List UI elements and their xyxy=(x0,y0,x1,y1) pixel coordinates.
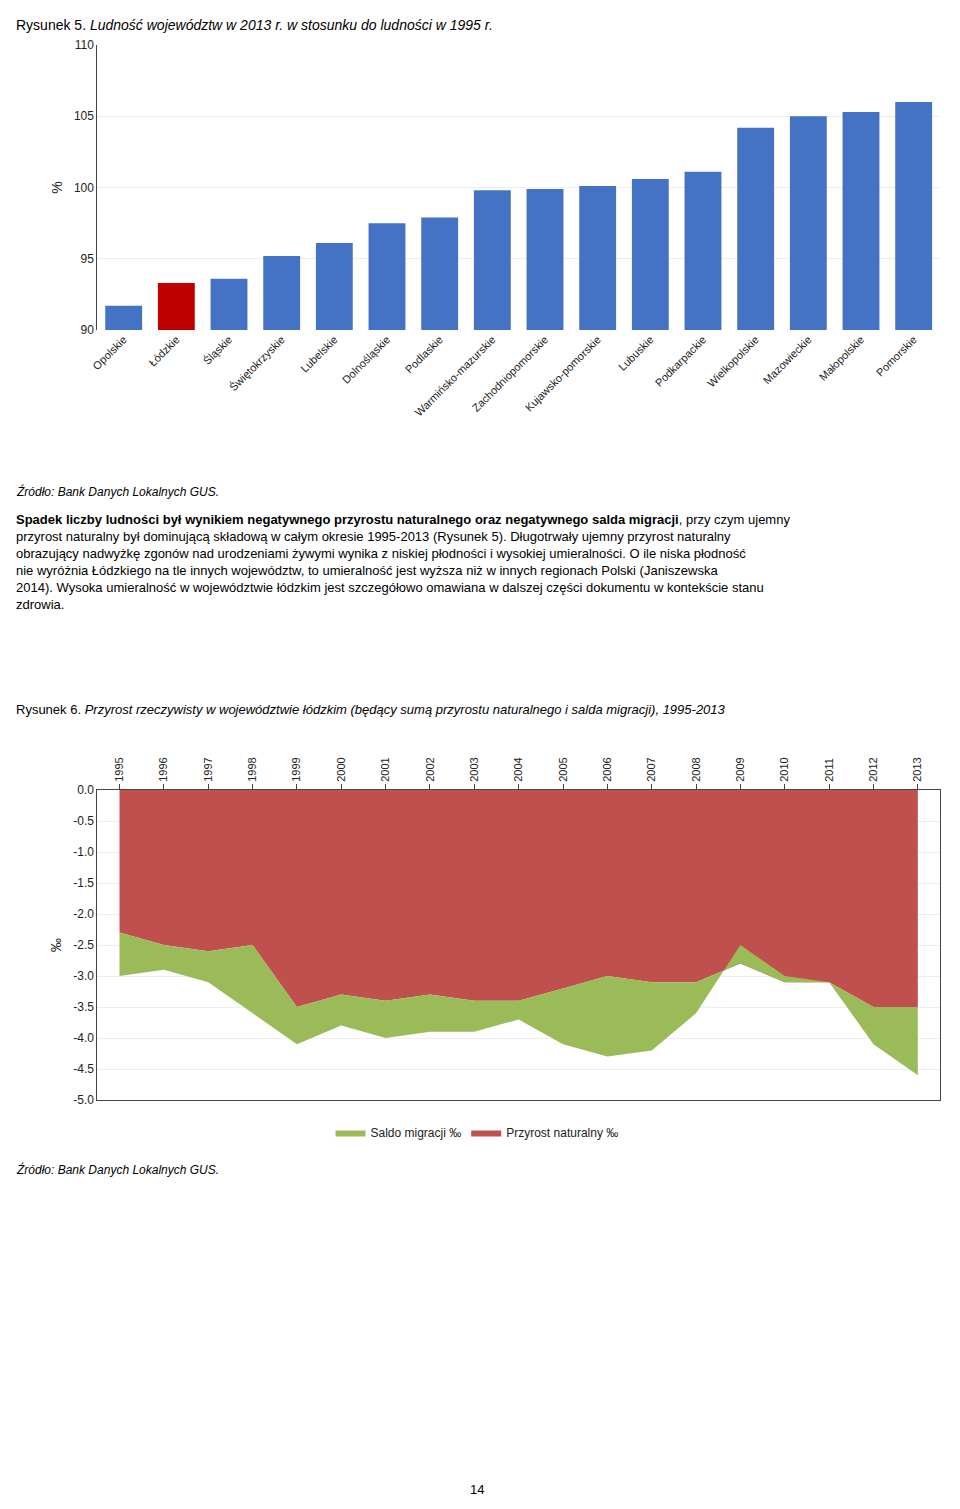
svg-text:2003: 2003 xyxy=(468,757,480,781)
svg-text:Rysunek 5. Ludność województw: Rysunek 5. Ludność województw w 2013 r. … xyxy=(16,17,493,33)
svg-text:2005: 2005 xyxy=(557,757,569,781)
svg-text:-2.0: -2.0 xyxy=(73,907,94,921)
svg-text:2006: 2006 xyxy=(601,757,613,781)
svg-text:Podkarpackie: Podkarpackie xyxy=(653,333,709,389)
svg-text:1996: 1996 xyxy=(157,757,169,781)
svg-text:-4.0: -4.0 xyxy=(73,1031,94,1045)
svg-text:-3.0: -3.0 xyxy=(73,969,94,983)
svg-text:1997: 1997 xyxy=(202,757,214,781)
svg-text:Lubelskie: Lubelskie xyxy=(298,333,339,374)
svg-text:Dolnośląskie: Dolnośląskie xyxy=(340,333,393,386)
svg-text:2002: 2002 xyxy=(424,757,436,781)
svg-text:2000: 2000 xyxy=(335,757,347,781)
svg-text:-0.5: -0.5 xyxy=(73,814,94,828)
svg-text:Świętokrzyskie: Świętokrzyskie xyxy=(227,333,287,393)
svg-text:%: % xyxy=(49,181,65,193)
svg-text:105: 105 xyxy=(74,109,94,123)
svg-text:-1.5: -1.5 xyxy=(73,876,94,890)
svg-text:2001: 2001 xyxy=(379,757,391,781)
svg-text:2010: 2010 xyxy=(778,757,790,781)
svg-text:Warmińsko-mazurskie: Warmińsko-mazurskie xyxy=(413,333,498,418)
svg-text:-3.5: -3.5 xyxy=(73,1000,94,1014)
svg-text:‰: ‰ xyxy=(48,938,64,952)
svg-text:Saldo migracji ‰: Saldo migracji ‰ xyxy=(371,1126,462,1140)
svg-text:Łódzkie: Łódzkie xyxy=(146,333,181,368)
svg-text:Źródło: Bank Danych Lokalnych: Źródło: Bank Danych Lokalnych GUS. xyxy=(16,1162,219,1177)
svg-text:-5.0: -5.0 xyxy=(73,1093,94,1107)
svg-text:Wielkopolskie: Wielkopolskie xyxy=(705,333,761,389)
svg-text:Śląskie: Śląskie xyxy=(201,333,235,367)
svg-text:95: 95 xyxy=(81,252,95,266)
svg-text:2008: 2008 xyxy=(690,757,702,781)
svg-text:100: 100 xyxy=(74,181,94,195)
svg-text:Lubuskie: Lubuskie xyxy=(616,333,656,373)
svg-text:1999: 1999 xyxy=(290,757,302,781)
svg-text:Zachodniopomorskie: Zachodniopomorskie xyxy=(470,333,551,414)
svg-text:Kujawsko-pomorskie: Kujawsko-pomorskie xyxy=(523,333,603,413)
svg-text:-2.5: -2.5 xyxy=(73,938,94,952)
svg-text:Małopolskie: Małopolskie xyxy=(817,333,867,383)
svg-text:Przyrost naturalny ‰: Przyrost naturalny ‰ xyxy=(506,1126,618,1140)
svg-text:2013: 2013 xyxy=(911,757,923,781)
svg-text:2007: 2007 xyxy=(645,757,657,781)
svg-text:1995: 1995 xyxy=(113,757,125,781)
svg-text:2004: 2004 xyxy=(512,757,524,781)
svg-text:Pomorskie: Pomorskie xyxy=(874,333,919,378)
svg-text:-1.0: -1.0 xyxy=(73,845,94,859)
svg-text:Mazowieckie: Mazowieckie xyxy=(761,333,814,386)
svg-text:1998: 1998 xyxy=(246,757,258,781)
svg-text:2009: 2009 xyxy=(734,757,746,781)
svg-text:Podlaskie: Podlaskie xyxy=(403,333,445,375)
svg-text:Spadek liczby ludności był wyn: Spadek liczby ludności był wynikiem nega… xyxy=(16,512,790,612)
svg-text:14: 14 xyxy=(470,1482,484,1497)
svg-text:-4.5: -4.5 xyxy=(73,1062,94,1076)
svg-text:2012: 2012 xyxy=(867,757,879,781)
svg-text:0.0: 0.0 xyxy=(77,783,94,797)
svg-text:2011: 2011 xyxy=(823,758,835,782)
svg-text:Źródło: Bank Danych Lokalnych: Źródło: Bank Danych Lokalnych GUS. xyxy=(16,484,219,499)
svg-text:90: 90 xyxy=(81,323,95,337)
svg-text:Rysunek 6. Przyrost rzeczywist: Rysunek 6. Przyrost rzeczywisty w wojewó… xyxy=(16,702,726,717)
svg-text:Opolskie: Opolskie xyxy=(90,333,129,372)
svg-text:110: 110 xyxy=(75,38,94,52)
